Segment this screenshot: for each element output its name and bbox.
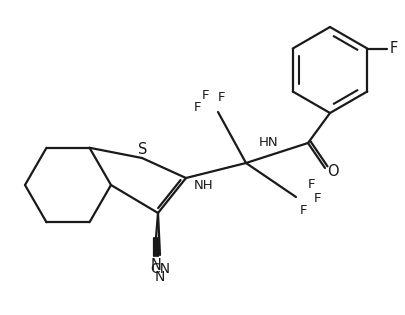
Text: O: O (326, 164, 338, 180)
Text: NH: NH (194, 180, 213, 192)
Text: F: F (194, 101, 201, 114)
Text: F: F (307, 179, 315, 192)
Text: CN: CN (149, 262, 170, 276)
Text: F: F (389, 41, 397, 56)
Text: HN: HN (258, 136, 278, 150)
Text: F: F (313, 192, 321, 204)
Text: F: F (218, 91, 225, 105)
Text: F: F (202, 89, 209, 102)
Text: S: S (138, 142, 147, 158)
Text: F: F (300, 204, 307, 217)
Text: N: N (150, 259, 161, 273)
Text: N: N (154, 270, 165, 284)
